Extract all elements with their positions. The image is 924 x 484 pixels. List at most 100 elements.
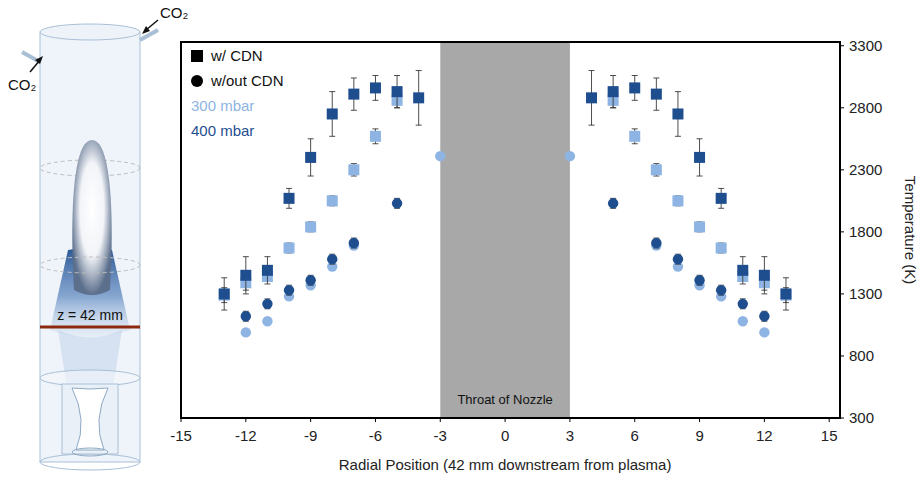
x-tick (505, 418, 506, 422)
circle-point (262, 299, 272, 309)
x-tick-label: -12 (235, 427, 257, 444)
plot-frame (181, 42, 840, 418)
x-tick-label: 0 (501, 427, 509, 444)
square-point (305, 221, 316, 232)
square-point (716, 193, 727, 204)
x-tick (699, 418, 700, 422)
y-tick (840, 231, 844, 232)
square-point (284, 242, 295, 253)
x-tick (440, 418, 441, 422)
y-tick (840, 418, 844, 419)
circle-point (565, 151, 575, 161)
square-point (737, 265, 748, 276)
x-tick-label: -6 (369, 427, 382, 444)
y-tick (840, 107, 844, 108)
y-tick (840, 45, 844, 46)
circle-point (673, 254, 683, 264)
square-point (694, 221, 705, 232)
marks (219, 71, 792, 338)
square-point (392, 86, 403, 97)
circle-point (241, 327, 251, 337)
legend-label: w/out CDN (210, 72, 284, 89)
square-point (327, 195, 338, 206)
x-tick-label: -15 (170, 427, 192, 444)
square-point (413, 92, 424, 103)
y-tick-label: 1800 (849, 223, 882, 240)
x-axis-title: Radial Position (42 mm downstream from p… (339, 456, 672, 473)
x-tick (181, 418, 182, 422)
position-label: z = 42 mm (57, 307, 123, 323)
circle-point (392, 198, 402, 208)
square-point (672, 108, 683, 119)
x-tick-label: 15 (821, 427, 838, 444)
y-tick-label: 800 (849, 347, 874, 364)
y-tick-label: 3300 (849, 37, 882, 54)
y-tick (840, 293, 844, 294)
series (241, 198, 770, 321)
circle-point (349, 238, 359, 248)
square-point (219, 288, 230, 299)
square-point (327, 108, 338, 119)
tube-top (40, 24, 140, 40)
measurement-plane (40, 326, 140, 329)
legend-circle (191, 75, 203, 87)
y-tick (840, 355, 844, 356)
arrow-head (142, 26, 150, 34)
x-ticks: -15-12-9-6-303691215 (170, 418, 837, 444)
reactor-diagram: CO₂CO₂z = 42 mm (8, 4, 189, 470)
x-tick-label: 3 (566, 427, 574, 444)
inlet (140, 30, 158, 40)
series (219, 71, 792, 310)
circle-point (241, 311, 251, 321)
circle-point (738, 299, 748, 309)
square-point (651, 164, 662, 175)
legend-square (191, 50, 203, 62)
x-tick (829, 418, 830, 422)
ring (40, 257, 140, 273)
circle-point (262, 316, 272, 326)
circle-point (716, 285, 726, 295)
square-point (284, 193, 295, 204)
square-point (694, 152, 705, 163)
nozzle-exit (72, 448, 108, 456)
plot-area (181, 42, 840, 418)
series (219, 93, 792, 303)
circle-point (284, 285, 294, 295)
square-point (608, 86, 619, 97)
circle-point (327, 254, 337, 264)
figure: CO₂CO₂z = 42 mmThroat of Nozzle-15-12-9-… (0, 0, 924, 484)
square-point (716, 242, 727, 253)
y-tick (840, 169, 844, 170)
nozzle (72, 388, 108, 450)
y-tick-label: 2300 (849, 161, 882, 178)
circle-point (435, 151, 445, 161)
square-point (759, 270, 770, 281)
nozzle-block (62, 384, 118, 454)
x-tick-label: 6 (631, 427, 639, 444)
band-label: Throat of Nozzle (457, 392, 552, 407)
y-tick-label: 300 (849, 409, 874, 426)
x-tick-label: 9 (695, 427, 703, 444)
x-tick (310, 418, 311, 422)
x-tick-label: -9 (304, 427, 317, 444)
circle-point (759, 327, 769, 337)
square-point (240, 270, 251, 281)
x-tick (569, 418, 570, 422)
legend-color-label: 400 mbar (191, 122, 254, 139)
legend-color-label: 300 mbar (191, 97, 254, 114)
circle-point (694, 275, 704, 285)
bands (440, 42, 570, 418)
square-point (305, 152, 316, 163)
inlet-label: CO₂ (8, 76, 37, 93)
y-ticks: 30080013001800230028003300 (840, 37, 882, 426)
square-point (348, 89, 359, 100)
circle-point (305, 275, 315, 285)
legend-label: w/ CDN (210, 47, 263, 64)
chart: Throat of Nozzle-15-12-9-6-303691215Radi… (170, 37, 919, 473)
square-point (672, 195, 683, 206)
y-tick-label: 2800 (849, 99, 882, 116)
x-tick (245, 418, 246, 422)
x-tick-label: 12 (756, 427, 773, 444)
circle-point (759, 311, 769, 321)
square-point (370, 131, 381, 142)
